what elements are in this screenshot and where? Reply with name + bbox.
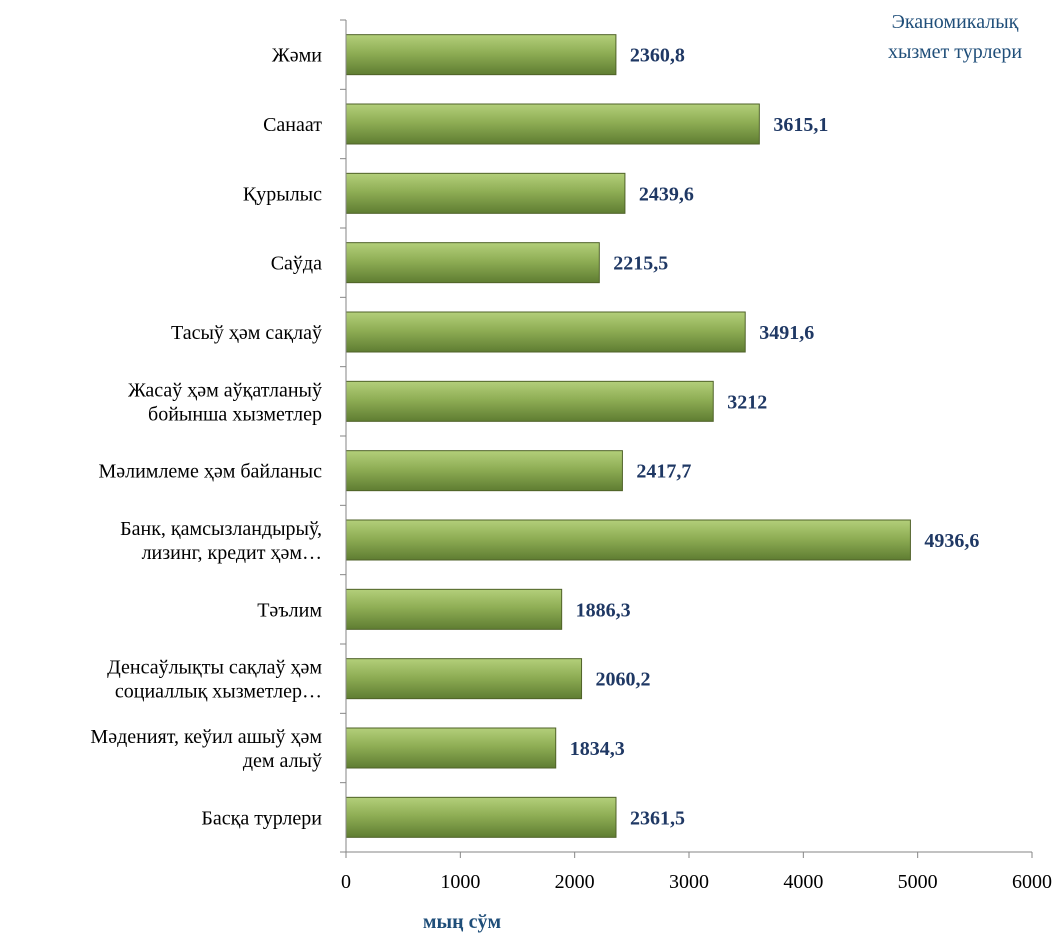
category-label-9-line-0: Денсаўлықты сақлаў ҳәм bbox=[107, 657, 322, 679]
category-label-10-line-1: дем алыў bbox=[243, 750, 322, 772]
category-label-3: Саўда bbox=[271, 253, 322, 275]
category-label-5: Жасаў ҳәм аўқатланыў бойынша хызметлер bbox=[128, 379, 322, 425]
category-label-5-line-1: бойынша хызметлер bbox=[148, 403, 322, 425]
category-label-7: Банк, қамсызландырыў, лизинг, кредит ҳәм… bbox=[120, 518, 322, 564]
bar-0 bbox=[345, 34, 617, 76]
bar-1 bbox=[345, 103, 760, 145]
data-label-3: 2215,5 bbox=[613, 253, 668, 275]
category-label-2: Қурылыс bbox=[243, 183, 322, 205]
bar-9 bbox=[345, 658, 583, 700]
category-label-4: Тасыў ҳәм сақлаў bbox=[171, 322, 322, 344]
category-label-4-line-0: Тасыў ҳәм сақлаў bbox=[171, 322, 322, 344]
bar-6 bbox=[345, 450, 623, 492]
bars-group bbox=[345, 34, 911, 838]
bar-3 bbox=[345, 242, 600, 284]
category-label-1-line-0: Санаат bbox=[263, 114, 322, 136]
category-label-11: Басқа турлери bbox=[201, 807, 322, 829]
category-label-6-line-0: Мәлимлеме ҳәм байланыс bbox=[98, 461, 322, 483]
category-label-8-line-0: Тәълим bbox=[257, 599, 322, 621]
category-label-8: Тәълим bbox=[257, 599, 322, 621]
x-tick-label-1: 1000 bbox=[440, 871, 480, 893]
category-label-7-line-0: Банк, қамсызландырыў, bbox=[120, 518, 322, 540]
data-label-5: 3212 bbox=[727, 391, 767, 413]
bar-2 bbox=[345, 172, 626, 214]
data-label-0: 2360,8 bbox=[630, 45, 685, 67]
data-label-11: 2361,5 bbox=[630, 807, 685, 829]
data-label-7: 4936,6 bbox=[924, 530, 979, 552]
data-label-1: 3615,1 bbox=[773, 114, 828, 136]
category-labels-group: Жәми Санаат Қурылыс Саўда Тасыў ҳәм сақлаў Жа… bbox=[90, 45, 322, 830]
x-tick-label-0: 0 bbox=[341, 871, 351, 893]
category-label-6: Мәлимлеме ҳәм байланыс bbox=[98, 461, 322, 483]
category-label-0-line-0: Жәми bbox=[272, 45, 322, 67]
category-label-1: Санаат bbox=[263, 114, 322, 136]
data-label-10: 1834,3 bbox=[570, 738, 625, 760]
data-labels-group: 2360,8 3615,1 2439,6 2215,5 3491,6 3212 2417,7… bbox=[570, 45, 980, 830]
bar-10 bbox=[345, 727, 557, 769]
category-label-7-line-1: лизинг, кредит ҳәм… bbox=[142, 542, 322, 564]
data-label-2: 2439,6 bbox=[639, 183, 694, 205]
data-label-4: 3491,6 bbox=[759, 322, 814, 344]
category-label-5-line-0: Жасаў ҳәм аўқатланыў bbox=[128, 379, 322, 401]
x-tick-label-4: 4000 bbox=[783, 871, 823, 893]
category-label-10-line-0: Мәденият, кеўил ашыў ҳәм bbox=[90, 726, 322, 748]
legend-title-line-0: Эканомикалық bbox=[892, 11, 1019, 33]
x-tick-label-5: 5000 bbox=[898, 871, 938, 893]
x-tick-label-6: 6000 bbox=[1012, 871, 1052, 893]
category-label-3-line-0: Саўда bbox=[271, 253, 322, 275]
x-axis-title: мың сўм bbox=[423, 911, 501, 933]
data-label-8: 1886,3 bbox=[576, 599, 631, 621]
data-label-6: 2417,7 bbox=[636, 461, 691, 483]
legend-title-line-1: хызмет турлери bbox=[888, 41, 1022, 63]
legend-title: Эканомикалық хызмет турлери bbox=[888, 11, 1022, 63]
x-tick-label-2: 2000 bbox=[555, 871, 595, 893]
bar-11 bbox=[345, 796, 617, 838]
axes-group bbox=[340, 19, 1033, 858]
x-tick-labels-group: 0 1000 2000 3000 4000 5000 6000 bbox=[341, 871, 1052, 893]
bar-4 bbox=[345, 311, 746, 353]
category-label-0: Жәми bbox=[272, 45, 322, 67]
category-label-9-line-1: социаллық хызметлер… bbox=[115, 681, 322, 703]
bar-5 bbox=[345, 380, 714, 422]
bar-8 bbox=[345, 588, 563, 630]
category-label-11-line-0: Басқа турлери bbox=[201, 807, 322, 829]
category-label-2-line-0: Қурылыс bbox=[243, 183, 322, 205]
bar-7 bbox=[345, 519, 911, 561]
category-label-9: Денсаўлықты сақлаў ҳәм социаллық хызметле… bbox=[107, 657, 322, 703]
x-tick-label-3: 3000 bbox=[669, 871, 709, 893]
data-label-9: 2060,2 bbox=[596, 669, 651, 691]
category-label-10: Мәденият, кеўил ашыў ҳәм дем алыў bbox=[90, 726, 322, 772]
